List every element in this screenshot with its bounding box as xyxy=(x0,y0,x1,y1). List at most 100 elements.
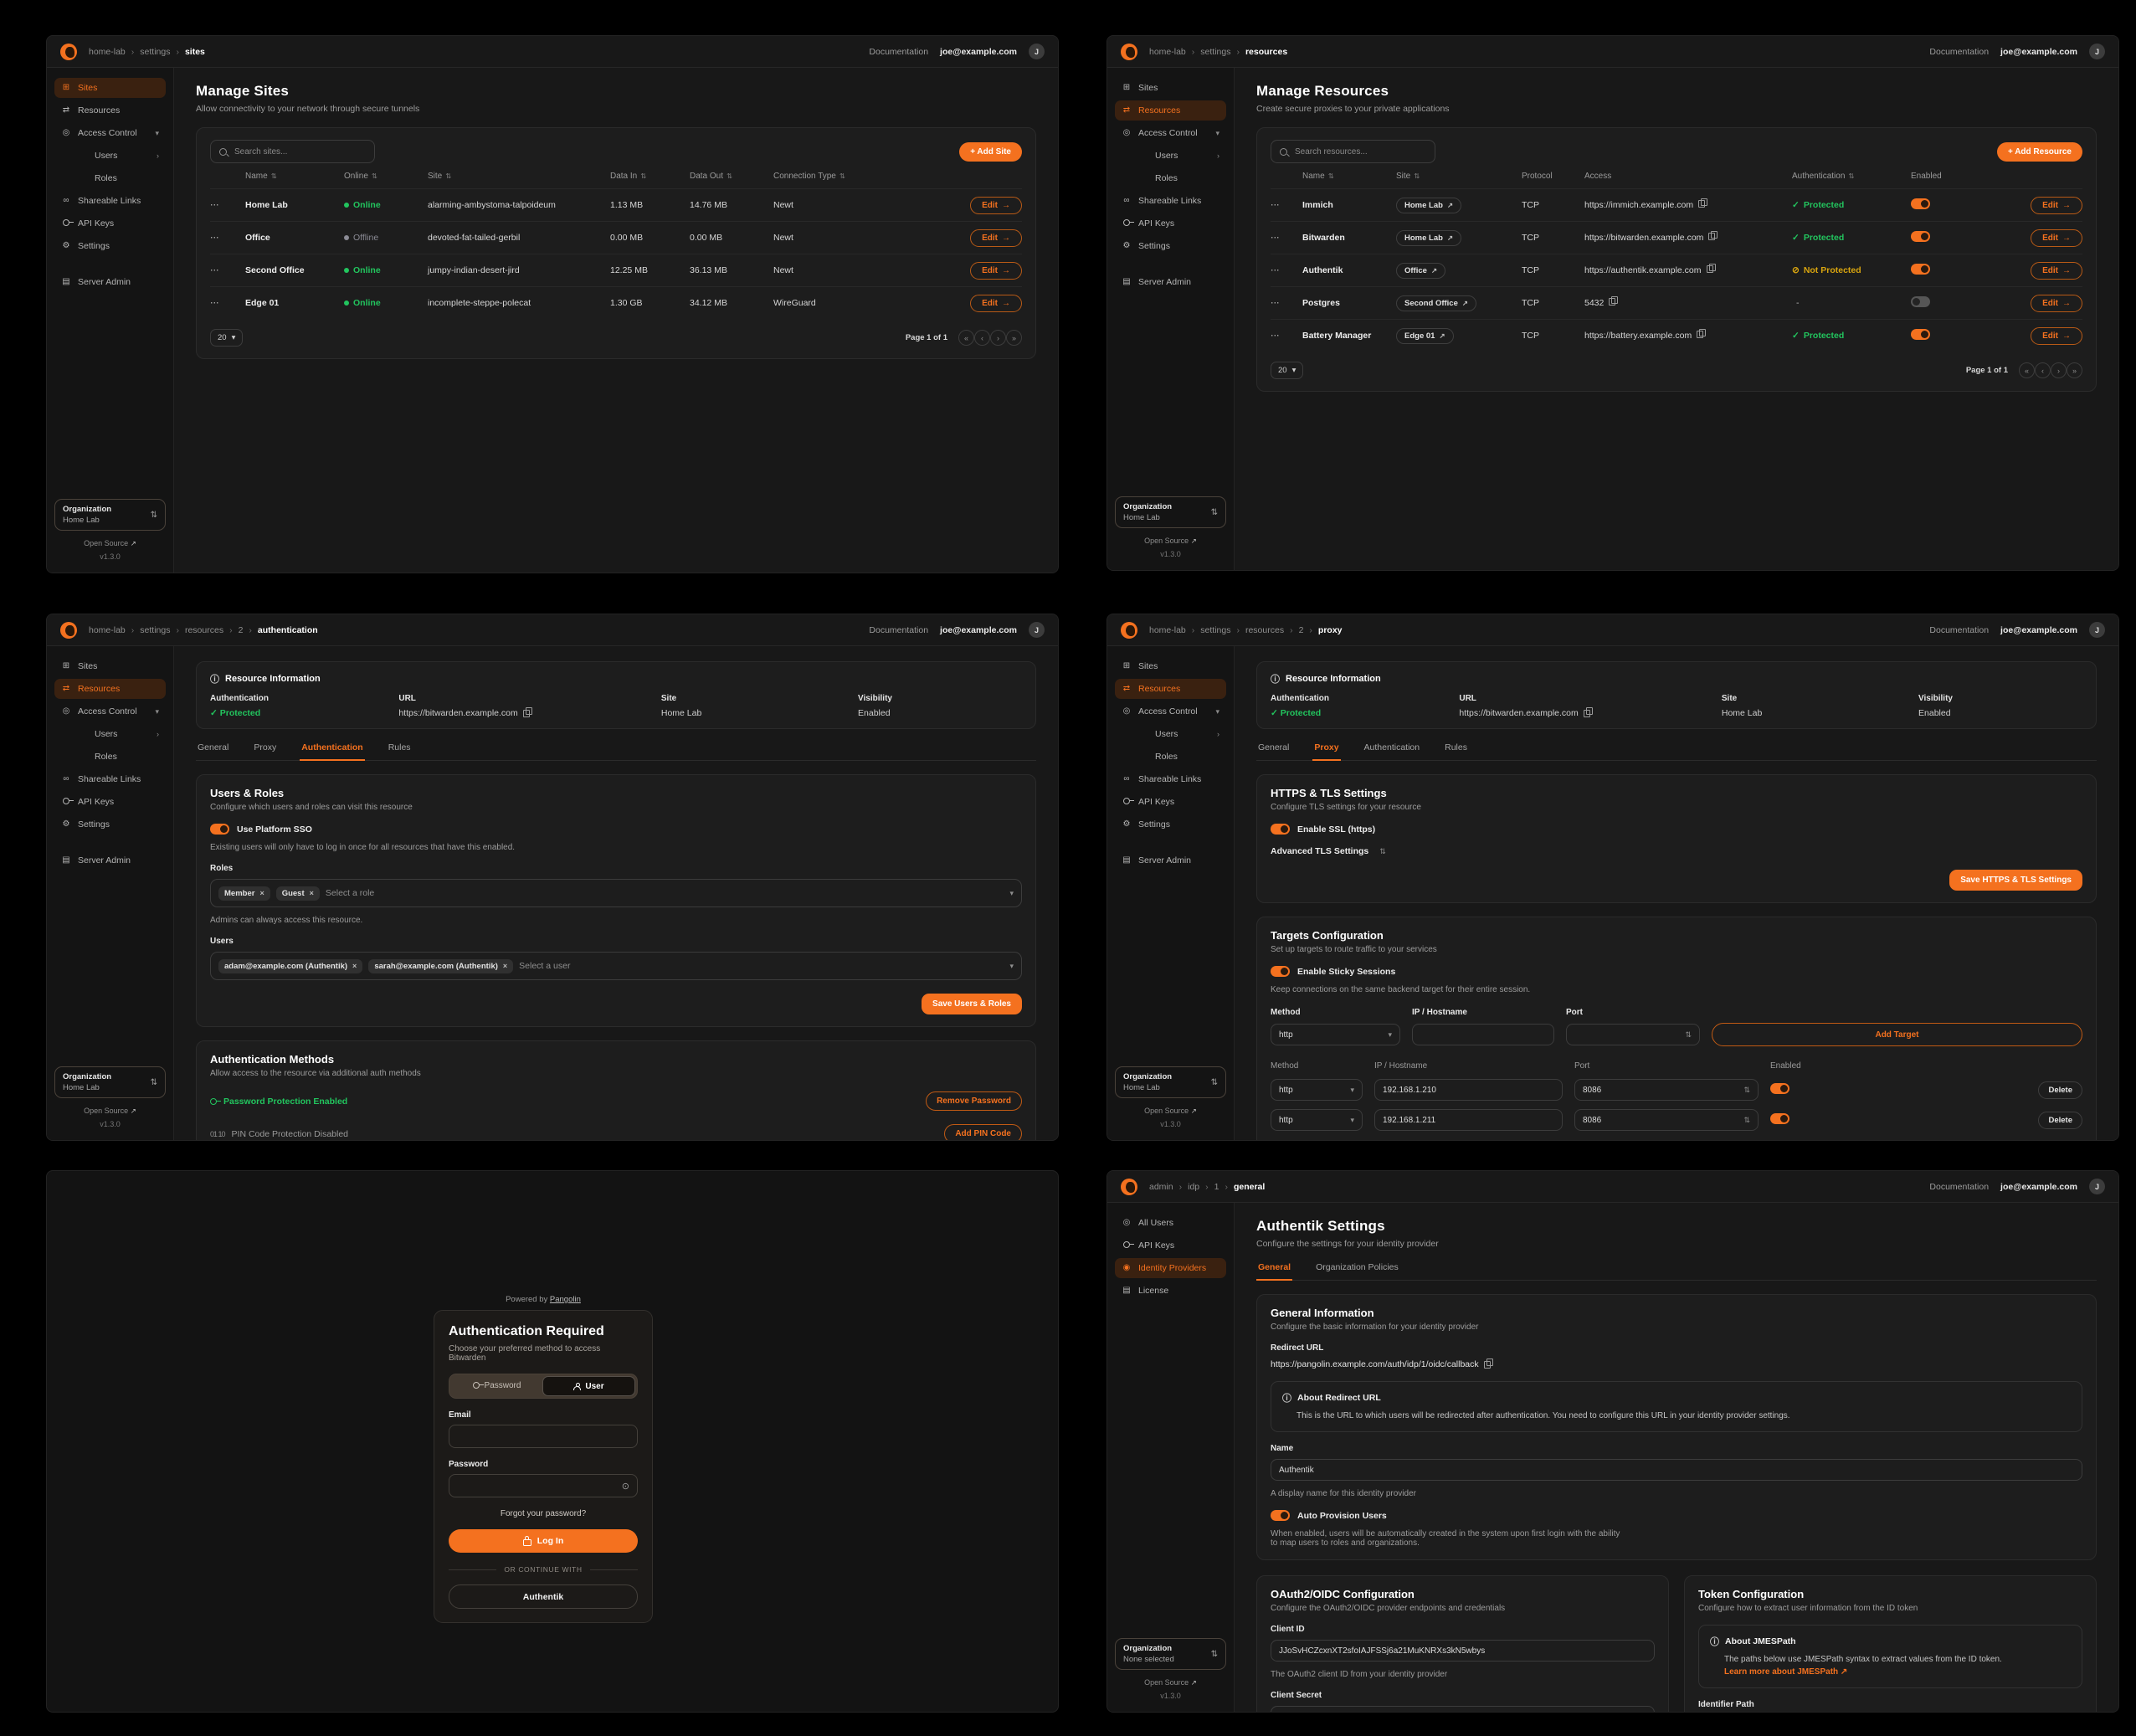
row-menu-icon[interactable]: ⋯ xyxy=(1271,331,1281,341)
breadcrumb-segment[interactable]: 2 xyxy=(1284,625,1304,635)
sidebar-item[interactable]: API Keys xyxy=(54,792,166,812)
tab[interactable]: Proxy xyxy=(254,742,277,752)
forgot-password-link[interactable]: Forgot your password? xyxy=(500,1509,587,1518)
sidebar-item[interactable]: ◎ Access Control ▾ xyxy=(54,701,166,722)
sidebar-item[interactable]: ⚙ Settings xyxy=(54,236,166,256)
open-source-link[interactable]: Open Source ↗ xyxy=(1144,1678,1197,1687)
column-header[interactable]: Enabled xyxy=(1911,171,1942,181)
target-method-select[interactable]: http ▾ xyxy=(1271,1109,1363,1131)
delete-target-button[interactable]: Delete xyxy=(2038,1111,2082,1129)
copy-icon[interactable] xyxy=(1609,295,1619,306)
copy-icon[interactable] xyxy=(1583,707,1593,717)
tab[interactable]: General xyxy=(1258,742,1290,752)
column-header[interactable]: Access xyxy=(1584,171,1612,181)
breadcrumb-segment[interactable]: authentication xyxy=(243,625,318,635)
breadcrumb-segment[interactable]: home-lab xyxy=(1149,46,1186,57)
site-pill[interactable]: Home Lab ↗ xyxy=(1396,197,1462,213)
site-pill[interactable]: Office ↗ xyxy=(1396,262,1446,279)
idp-name-input[interactable] xyxy=(1271,1459,2082,1481)
sidebar-item[interactable]: ◉ Identity Providers xyxy=(1115,1258,1226,1278)
edit-button[interactable]: Edit → xyxy=(970,196,1022,214)
tab-password[interactable]: Password xyxy=(451,1376,542,1394)
target-ip-input[interactable]: 192.168.1.210 xyxy=(1374,1079,1563,1101)
breadcrumb-segment[interactable]: sites xyxy=(170,47,205,57)
user-email[interactable]: joe@example.com xyxy=(940,624,1017,635)
documentation-link[interactable]: Documentation xyxy=(869,46,929,57)
sidebar-item[interactable]: Users › xyxy=(54,724,166,744)
column-header[interactable]: Site ⇅ xyxy=(428,171,452,181)
sidebar-item[interactable]: ◎ Access Control ▾ xyxy=(54,123,166,143)
breadcrumb-segment[interactable]: idp xyxy=(1173,1182,1199,1192)
breadcrumb-segment[interactable]: settings xyxy=(126,625,170,635)
copy-icon[interactable] xyxy=(1698,198,1708,208)
remove-chip-icon[interactable]: × xyxy=(259,889,264,897)
pager-button[interactable]: ‹ xyxy=(974,330,990,346)
pager-button[interactable]: › xyxy=(2051,362,2067,378)
documentation-link[interactable]: Documentation xyxy=(1929,46,1990,57)
column-header[interactable]: Data Out ⇅ xyxy=(690,171,733,181)
tab[interactable]: General xyxy=(1256,1262,1293,1281)
remove-chip-icon[interactable]: × xyxy=(352,962,357,970)
site-pill[interactable]: Second Office ↗ xyxy=(1396,295,1476,311)
pager-button[interactable]: ‹ xyxy=(2035,362,2051,378)
client-id-input[interactable] xyxy=(1271,1640,1655,1662)
add-pin-code-button[interactable]: Add PIN Code xyxy=(944,1124,1022,1140)
org-switcher[interactable]: Organization None selected ⇅ xyxy=(1115,1638,1226,1670)
remove-chip-icon[interactable]: × xyxy=(309,889,314,897)
page-size-select[interactable]: 20 ▾ xyxy=(210,329,244,347)
sidebar-item[interactable]: ⊞ Sites xyxy=(54,78,166,98)
password-field[interactable] xyxy=(457,1478,622,1493)
sidebar-item[interactable]: Roles xyxy=(54,168,166,188)
target-enabled-toggle[interactable] xyxy=(1770,1113,1789,1124)
open-source-link[interactable]: Open Source ↗ xyxy=(1144,537,1197,545)
sidebar-item[interactable]: ⊞ Sites xyxy=(1115,78,1226,98)
log-in-button[interactable]: Log In xyxy=(449,1529,638,1553)
breadcrumb-segment[interactable]: settings xyxy=(1186,625,1230,635)
ip-hostname-input[interactable] xyxy=(1412,1024,1554,1045)
avatar[interactable]: J xyxy=(2089,622,2105,638)
breadcrumb-segment[interactable]: 1 xyxy=(1199,1182,1219,1192)
copy-icon[interactable] xyxy=(1706,263,1716,273)
pager-button[interactable]: « xyxy=(2019,362,2035,378)
user-email[interactable]: joe@example.com xyxy=(2000,624,2077,635)
sidebar-item[interactable]: ⇄ Resources xyxy=(1115,100,1226,121)
edit-button[interactable]: Edit → xyxy=(970,294,1022,312)
pager-button[interactable]: » xyxy=(2067,362,2082,378)
tab[interactable]: General xyxy=(198,742,229,752)
edit-button[interactable]: Edit → xyxy=(2031,229,2082,247)
sidebar-item[interactable]: ∞ Shareable Links xyxy=(54,769,166,789)
pager-button[interactable]: « xyxy=(958,330,974,346)
copy-icon[interactable] xyxy=(1483,1358,1493,1369)
sidebar-item[interactable]: Users › xyxy=(54,146,166,166)
edit-button[interactable]: Edit → xyxy=(2031,261,2082,280)
sidebar-item[interactable]: ⇄ Resources xyxy=(1115,679,1226,699)
user-email[interactable]: joe@example.com xyxy=(940,46,1017,57)
enable-ssl-toggle[interactable] xyxy=(1271,824,1290,835)
search-box[interactable] xyxy=(210,140,375,163)
sidebar-item-server-admin[interactable]: ▤ Server Admin xyxy=(54,850,166,871)
breadcrumb-segment[interactable]: home-lab xyxy=(1149,624,1186,635)
sidebar-item-server-admin[interactable]: ▤ Server Admin xyxy=(54,272,166,292)
documentation-link[interactable]: Documentation xyxy=(1929,624,1990,635)
sidebar-item[interactable]: API Keys xyxy=(1115,213,1226,234)
column-header[interactable]: Name ⇅ xyxy=(1302,171,1334,181)
tab[interactable]: Authentication xyxy=(300,742,365,761)
remove-chip-icon[interactable]: × xyxy=(502,962,508,970)
target-ip-input[interactable]: 192.168.1.211 xyxy=(1374,1109,1563,1131)
documentation-link[interactable]: Documentation xyxy=(1929,1181,1990,1192)
delete-target-button[interactable]: Delete xyxy=(2038,1081,2082,1099)
user-chip[interactable]: adam@example.com (Authentik) × xyxy=(218,958,363,973)
pangolin-link[interactable]: Pangolin xyxy=(549,1295,581,1304)
search-input[interactable] xyxy=(233,146,366,157)
enabled-toggle[interactable] xyxy=(1911,198,1930,209)
sidebar-item[interactable]: Roles xyxy=(54,747,166,767)
row-menu-icon[interactable]: ⋯ xyxy=(210,200,220,210)
breadcrumb-segment[interactable]: 2 xyxy=(223,625,244,635)
column-header[interactable]: Authentication ⇅ xyxy=(1792,171,1855,181)
role-chip[interactable]: Member × xyxy=(218,886,270,901)
target-port-input[interactable]: 8086 ⇅ xyxy=(1574,1079,1759,1101)
column-header[interactable]: Protocol xyxy=(1522,171,1553,181)
sidebar-item[interactable]: Users › xyxy=(1115,146,1226,166)
sidebar-item[interactable]: ⇄ Resources xyxy=(54,100,166,121)
open-source-link[interactable]: Open Source ↗ xyxy=(1144,1107,1197,1115)
